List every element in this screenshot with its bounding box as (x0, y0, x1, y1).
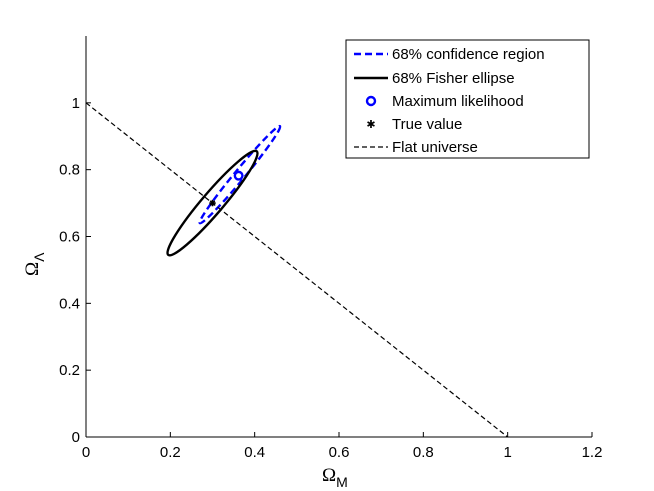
legend-entry-true-value: ✱ True value (366, 116, 462, 133)
y-tick-label: 0.2 (59, 362, 80, 379)
legend-entry-maximum-likelihood: Maximum likelihood (365, 93, 524, 110)
y-axis-label: ΩΛ (22, 252, 47, 276)
legend-entry-flat-universe: Flat universe (354, 139, 478, 156)
plot-area: 0 0.2 0.4 0.6 0.8 1 1.2 0 0.2 0.4 0.6 0.8 1 (59, 36, 602, 461)
x-axis-label: ΩM (322, 465, 348, 490)
legend-label-true-value: True value (392, 116, 462, 133)
y-axis-label-subscript: Λ (31, 252, 47, 262)
x-axis-label-symbol: Ω (322, 465, 336, 486)
ticks: 0 0.2 0.4 0.6 0.8 1 1.2 0 0.2 0.4 0.6 0.8 1 (59, 95, 602, 461)
x-axis-label-subscript: M (336, 474, 348, 490)
x-tick-label: 0.4 (244, 444, 265, 461)
x-tick-label: 0.6 (329, 444, 350, 461)
series-maximum-likelihood-point (233, 170, 244, 181)
series-68-confidence-region (198, 124, 282, 225)
x-tick-label: 0 (82, 444, 90, 461)
y-tick-label: 0.8 (59, 162, 80, 179)
svg-text:ΩM: ΩM (322, 465, 348, 490)
series-layer (85, 102, 509, 438)
legend-box (345, 39, 590, 159)
x-tick-label: 1.2 (582, 444, 603, 461)
legend: 68% confidence region 68% Fisher ellipse… (345, 39, 590, 159)
y-tick-label: 1 (72, 95, 80, 112)
svg-text:ΩΛ: ΩΛ (22, 252, 47, 276)
legend-swatch-maximum-likelihood (365, 95, 377, 107)
legend-label-maximum-likelihood: Maximum likelihood (392, 93, 524, 110)
legend-entry-fisher-ellipse: 68% Fisher ellipse (354, 70, 515, 87)
legend-swatch-true-value: ✱ (366, 118, 375, 131)
series-flat-universe (85, 102, 509, 438)
legend-entry-confidence-region: 68% confidence region (354, 46, 545, 63)
legend-label-fisher-ellipse: 68% Fisher ellipse (392, 70, 515, 87)
y-tick-label: 0.6 (59, 229, 80, 246)
legend-label-flat-universe: Flat universe (392, 139, 478, 156)
x-tick-label: 0.8 (413, 444, 434, 461)
y-tick-label: 0 (72, 429, 80, 446)
x-tick-label: 0.2 (160, 444, 181, 461)
y-axis-label-symbol: Ω (22, 262, 43, 276)
legend-label-confidence-region: 68% confidence region (392, 46, 545, 63)
y-tick-label: 0.4 (59, 295, 80, 312)
x-tick-label: 1 (503, 444, 511, 461)
